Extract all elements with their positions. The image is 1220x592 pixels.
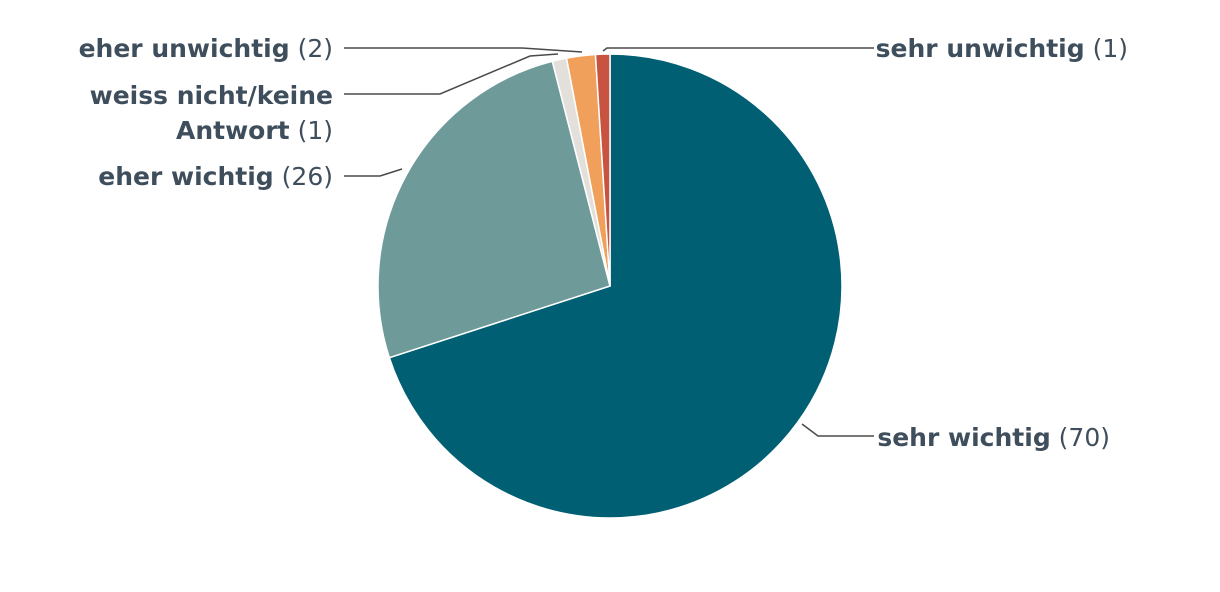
leader-eher-unwichtig — [344, 47, 583, 53]
leader-sehr-unwichtig — [602, 47, 874, 52]
leader-eher-wichtig — [344, 168, 403, 177]
leader-weiss-nicht — [344, 53, 559, 95]
leader-sehr-wichtig — [801, 423, 874, 437]
pie-slice-eher-wichtig — [377, 60, 611, 359]
label-weiss-nicht-line1: weiss nicht/keine — [90, 81, 333, 110]
leader-lines — [344, 47, 874, 437]
pie-slice-sehr-unwichtig — [594, 53, 611, 287]
label-weiss-nicht-line2: Antwort (1) — [176, 116, 333, 145]
label-eher-unwichtig: eher unwichtig (2) — [79, 34, 333, 63]
label-sehr-wichtig: sehr wichtig (70) — [877, 423, 1110, 452]
label-eher-wichtig: eher wichtig (26) — [98, 162, 333, 191]
pie-slices — [377, 53, 843, 519]
label-sehr-unwichtig: sehr unwichtig (1) — [876, 34, 1128, 63]
pie-slice-sehr-wichtig — [388, 53, 843, 519]
